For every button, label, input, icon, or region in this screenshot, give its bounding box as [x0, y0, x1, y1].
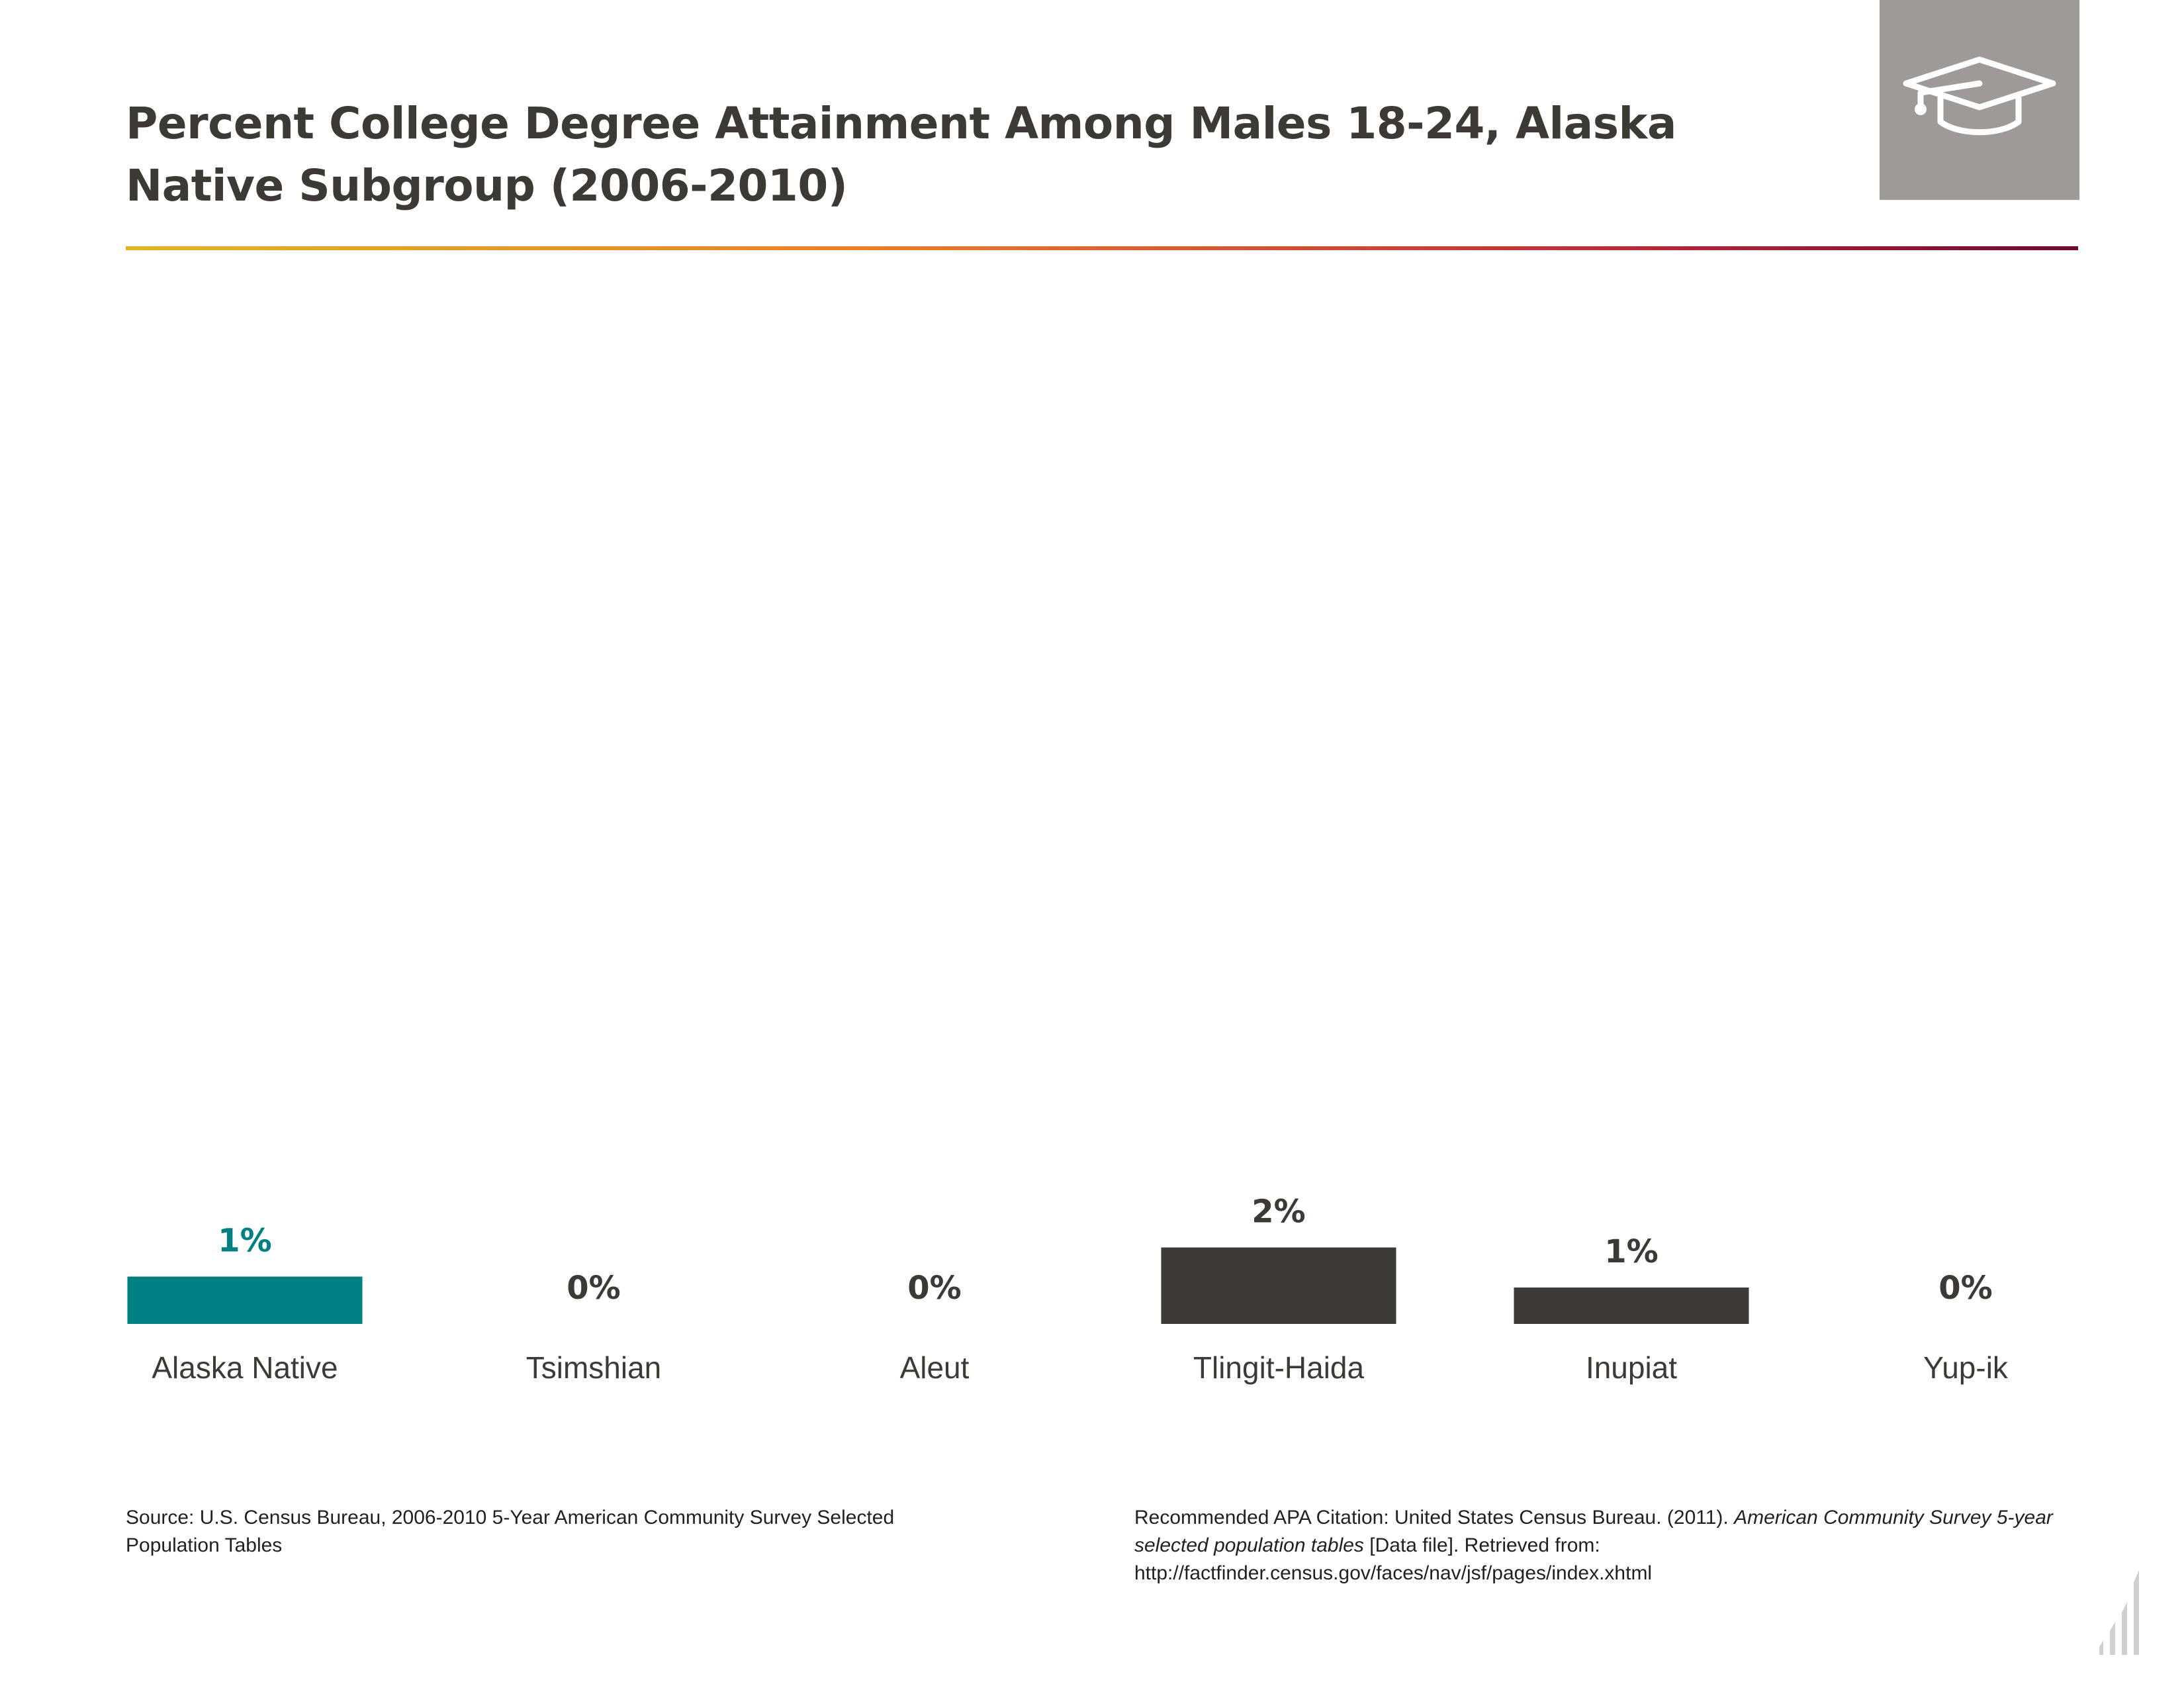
- category-label-tlingit-haida: Tlingit-Haida: [1193, 1350, 1365, 1385]
- bar-chart: 1% Alaska Native 0% Tsimshian 0% Aleut 2% Tling…: [127, 1194, 2009, 1385]
- graduation-cap-icon: [1903, 56, 2056, 136]
- data-label-inupiat: 1%: [1604, 1233, 1659, 1270]
- category-label-yup-ik: Yup-ik: [1923, 1350, 2009, 1385]
- bar-alaska-native: [127, 1276, 363, 1324]
- chart-title: Percent College Degree Attainment Among …: [126, 98, 1676, 211]
- data-label-tsimshian: 0%: [567, 1270, 621, 1307]
- data-label-aleut: 0%: [907, 1270, 962, 1307]
- source-note: Source: U.S. Census Bureau, 2006-2010 5-…: [126, 1507, 895, 1556]
- citation-text: Recommended APA Citation: United States …: [1134, 1507, 1735, 1528]
- data-label-alaska-native: 1%: [218, 1223, 272, 1260]
- category-label-inupiat: Inupiat: [1586, 1350, 1677, 1385]
- category-label-tsimshian: Tsimshian: [526, 1350, 662, 1385]
- citation-retrieval: [Data file]. Retrieved from: http://fact…: [1134, 1534, 1653, 1584]
- data-label-yup-ik: 0%: [1938, 1270, 1993, 1307]
- title-rule: [126, 246, 2078, 250]
- citation-title: American Community Survey 5-year selecte…: [1134, 1507, 2053, 1556]
- data-label-tlingit-haida: 2%: [1251, 1194, 1306, 1231]
- category-label-aleut: Aleut: [900, 1350, 970, 1385]
- category-label-alaska-native: Alaska Native: [152, 1350, 338, 1385]
- bar-tlingit-haida: [1161, 1247, 1396, 1324]
- citation-note: Recommended APA Citation: United States …: [1134, 1504, 2074, 1587]
- bar-chart-logo-icon: [2099, 1570, 2139, 1655]
- header-icon-box: [1880, 0, 2079, 200]
- bar-inupiat: [1514, 1288, 1749, 1324]
